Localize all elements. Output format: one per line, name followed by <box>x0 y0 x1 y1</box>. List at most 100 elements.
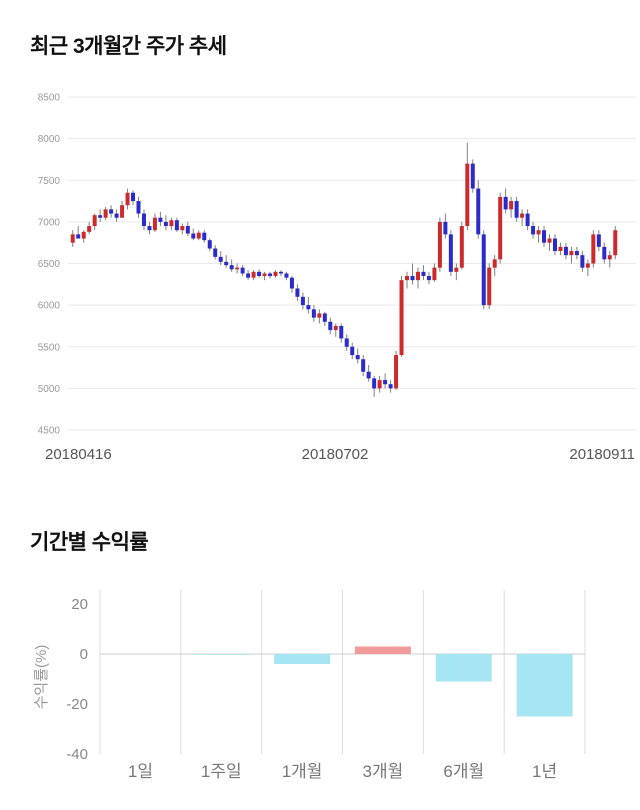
y-axis-tick-label: 6000 <box>38 301 61 312</box>
candle-body <box>278 271 283 274</box>
candle-body <box>520 213 525 218</box>
candle-body <box>169 220 174 227</box>
candle-body <box>470 163 475 189</box>
candle-body <box>613 230 618 256</box>
candle-body <box>246 273 251 278</box>
candle-body <box>76 234 81 239</box>
return-bar <box>435 654 492 682</box>
candle-body <box>152 217 157 231</box>
candle-body <box>174 220 179 231</box>
candle-body <box>125 192 130 206</box>
candle-body <box>377 380 382 389</box>
candle-body <box>229 265 234 270</box>
candle-body <box>492 259 497 268</box>
candle-body <box>317 313 322 318</box>
candle-body <box>509 201 514 210</box>
candle-body <box>591 234 596 264</box>
candle-body <box>542 230 547 243</box>
candle-body <box>410 275 415 281</box>
candle-body <box>399 280 404 356</box>
y-axis-tick-label: -20 <box>66 696 88 713</box>
candle-body <box>350 346 355 356</box>
candle-body <box>344 338 349 347</box>
candle-body <box>372 378 377 389</box>
candle-body <box>454 267 459 272</box>
candle-body <box>202 232 207 241</box>
candle-body <box>103 209 108 218</box>
candle-body <box>207 240 212 249</box>
candle-body <box>147 226 152 231</box>
candle-body <box>394 355 399 389</box>
candle-body <box>421 271 426 276</box>
candle-body <box>415 271 420 281</box>
candle-body <box>213 248 218 257</box>
y-axis-tick-label: 5500 <box>38 342 61 353</box>
candle-body <box>569 251 574 256</box>
x-axis-category-label: 1개월 <box>282 762 323 781</box>
y-axis-tick-label: 8500 <box>38 93 61 104</box>
candle-body <box>498 196 503 260</box>
candle-body <box>333 325 338 331</box>
candle-body <box>525 213 530 227</box>
candle-body <box>257 271 262 276</box>
candle-body <box>191 233 196 239</box>
candle-body <box>536 230 541 235</box>
price-trend-title: 최근 3개월간 주가 추세 <box>30 35 227 58</box>
return-bar <box>193 654 250 655</box>
candle-body <box>196 232 201 239</box>
return-bar <box>516 654 573 717</box>
x-axis-date-label: 20180911 <box>569 446 635 463</box>
candle-body <box>235 267 240 270</box>
candle-body <box>563 246 568 256</box>
candlestick-chart: 8500 8000 7500 7000 6500 6000 5500 5000 4500 2018… <box>38 93 636 463</box>
candle-body <box>268 273 273 276</box>
candle-body <box>558 246 563 252</box>
candle-body <box>295 288 300 297</box>
candle-body <box>405 275 410 281</box>
candle-body <box>448 234 453 272</box>
candle-body <box>503 196 508 210</box>
x-axis-category-label: 1일 <box>128 762 153 781</box>
candle-body <box>426 275 431 281</box>
x-axis-date-label: 20180702 <box>302 446 369 463</box>
candle-body <box>476 188 481 235</box>
x-axis-category-label: 1년 <box>532 762 557 781</box>
candle-body <box>339 325 344 339</box>
y-axis-tick-label: 0 <box>80 646 88 663</box>
x-axis-category-label: 1주일 <box>201 762 242 781</box>
candle-body <box>514 201 519 218</box>
candle-body <box>87 226 92 232</box>
candle-body <box>136 201 141 214</box>
x-axis-category-label: 6개월 <box>443 762 484 781</box>
candle-body <box>328 321 333 331</box>
candle-body <box>574 251 579 256</box>
candle-body <box>180 226 185 231</box>
candle-body <box>552 238 557 252</box>
returns-bar-chart: 20 0 -20 -40 수익률(%) 1일 1주일 1개월 3개월 6개월 1년 <box>33 590 586 781</box>
candle-body <box>120 205 125 218</box>
candle-body <box>465 163 470 227</box>
candle-body <box>355 355 360 360</box>
candle-body <box>273 271 278 276</box>
candle-body <box>262 273 267 276</box>
candle-body <box>388 384 393 389</box>
return-bar <box>274 654 331 664</box>
y-axis-tick-label: 20 <box>71 596 88 613</box>
candle-body <box>306 305 311 310</box>
candle-body <box>596 234 601 247</box>
candle-body <box>311 309 316 318</box>
y-axis-tick-label: 4500 <box>38 426 61 437</box>
candle-body <box>459 226 464 268</box>
y-axis-title: 수익률(%) <box>33 645 50 710</box>
x-axis-date-label: 20180416 <box>45 446 112 463</box>
candle-body <box>602 246 607 260</box>
candle-body <box>131 192 136 202</box>
candle-body <box>158 217 163 222</box>
y-axis-tick-label: -40 <box>66 746 88 763</box>
y-axis-tick-label: 8000 <box>38 134 61 145</box>
candle-body <box>432 267 437 281</box>
returns-title: 기간별 수익률 <box>30 531 149 554</box>
candle-body <box>580 255 585 268</box>
candle-body <box>366 371 371 379</box>
candle-body <box>81 231 86 239</box>
